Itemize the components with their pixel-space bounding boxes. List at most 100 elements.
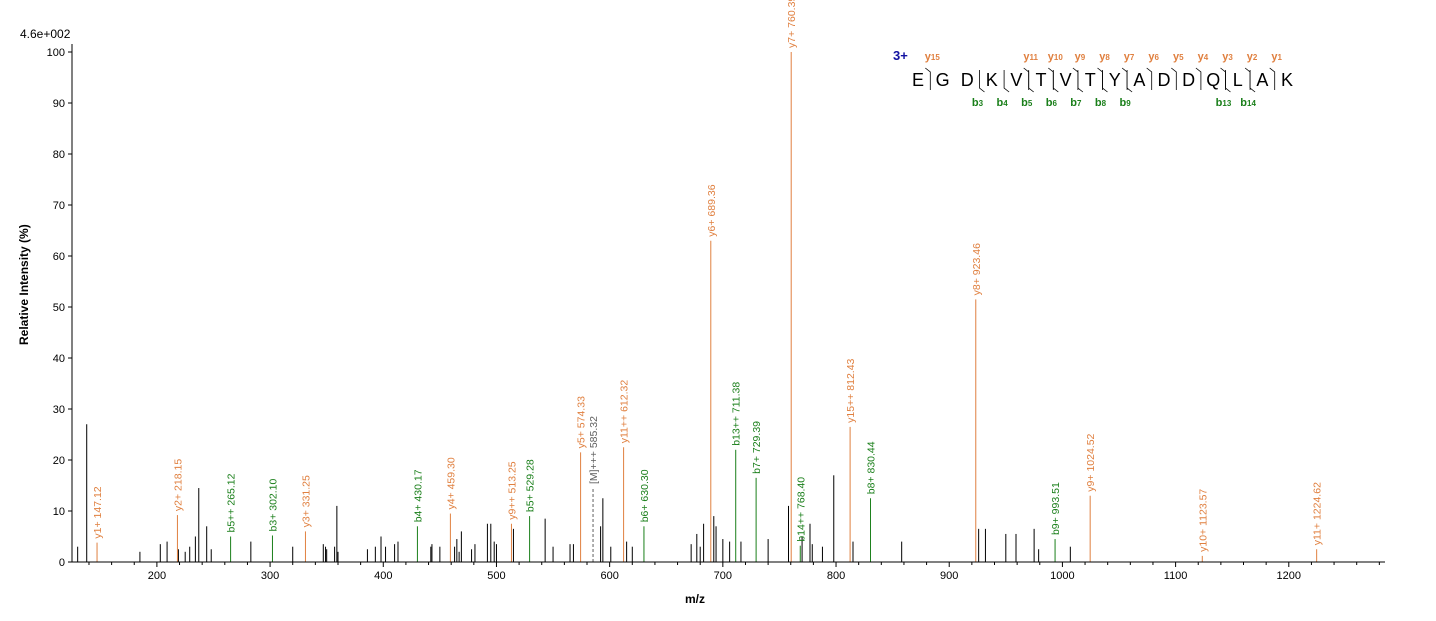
x-tick-label: 300 [261, 570, 279, 582]
x-tick-label: 1200 [1277, 570, 1301, 582]
y-tick-label: 70 [53, 200, 65, 212]
charge-state-label: 3+ [893, 48, 908, 63]
b-ion-bracket [1249, 70, 1256, 93]
b-ion-bracket [1077, 70, 1084, 93]
y-tick-label: 40 [53, 353, 65, 365]
axes-layer [71, 44, 1385, 563]
y-ion-bracket [1269, 67, 1276, 90]
peak-label-b: b8+ 830.44 [865, 441, 877, 494]
y-ion-marker: y8 [1099, 51, 1110, 63]
sequence-residue: Q [1206, 70, 1220, 90]
y-ion-bracket [1121, 67, 1128, 90]
y-ion-marker: y15 [925, 51, 941, 63]
peak-labels-layer: y1+ 147.12 y2+ 218.15 b5++ 265.12 b3+ 302.1… [92, 0, 1324, 552]
peak-label-y: y2+ 218.15 [172, 459, 184, 511]
peak-label-y: y9+ 1024.52 [1085, 433, 1097, 491]
peak-label-y: y4+ 459.30 [445, 457, 457, 509]
peak-label-b: b7+ 729.39 [751, 421, 763, 474]
sequence-residue: G [936, 70, 950, 90]
peak-label-y: y9++ 513.25 [506, 461, 518, 520]
sequence-residue: V [1060, 70, 1072, 90]
b-ion-bracket [1052, 70, 1059, 93]
b-ion-marker: b6 [1046, 97, 1058, 109]
y-ion-marker: y10 [1048, 51, 1064, 63]
x-tick-label: 600 [600, 570, 618, 582]
y-ion-marker: y6 [1148, 51, 1159, 63]
y-ion-bracket [1195, 67, 1202, 90]
x-tick-label: 700 [714, 570, 732, 582]
peaks-layer [77, 52, 1318, 562]
peak-label-b: b9+ 993.51 [1050, 482, 1062, 535]
b-ion-marker: b13 [1216, 97, 1232, 109]
peak-label-y: y5+ 574.33 [576, 396, 588, 448]
peak-label-b: b6+ 630.30 [639, 469, 651, 522]
y-ion-bracket [1023, 67, 1030, 90]
y-tick-label: 90 [53, 98, 65, 110]
ticks-layer: 0 10 20 30 40 50 60 70 80 90 100 200 300 400 500 600 700… [47, 47, 1380, 582]
y-ion-marker: y9 [1075, 51, 1086, 63]
peak-label-y: y6+ 689.36 [706, 184, 718, 236]
y-ion-marker: y3 [1222, 51, 1233, 63]
y-ion-marker: y4 [1198, 51, 1209, 63]
sequence-residue: D [1158, 70, 1171, 90]
sequence-residue: A [1133, 70, 1145, 90]
b-ion-marker: b3 [972, 97, 984, 109]
y-axis-title: Relative Intensity (%) [17, 224, 31, 345]
peak-label-y: y3+ 331.25 [300, 475, 312, 527]
sequence-residue: E [912, 70, 924, 90]
x-axis-title: m/z [685, 592, 705, 606]
sequence-residue: Y [1109, 70, 1121, 90]
peak-label-y: y11++ 612.32 [619, 380, 631, 444]
sequence-residue: V [1010, 70, 1022, 90]
b-ion-marker: b14 [1240, 97, 1256, 109]
x-tick-label: 1100 [1164, 570, 1188, 582]
sequence-residue: L [1233, 70, 1243, 90]
y-tick-label: 100 [47, 47, 65, 59]
max-intensity-label: 4.6e+002 [20, 27, 71, 41]
peak-label-b: b3+ 302.10 [267, 478, 279, 531]
peak-label-b: b5+ 529.28 [525, 459, 537, 512]
b-ion-marker: b8 [1095, 97, 1107, 109]
b-ion-bracket [979, 70, 985, 93]
b-ion-bracket [1225, 70, 1231, 93]
x-tick-label: 800 [827, 570, 845, 582]
sequence-residue: K [1281, 70, 1293, 90]
y-ion-bracket [1048, 67, 1054, 90]
peak-label-b: b4+ 430.17 [412, 469, 424, 522]
y-ion-bracket [1220, 67, 1226, 90]
sequence-residue: A [1256, 70, 1268, 90]
y-tick-label: 80 [53, 149, 65, 161]
y-ion-marker: y1 [1271, 51, 1282, 63]
y-ion-bracket [1146, 67, 1153, 90]
y-tick-label: 30 [53, 404, 65, 416]
sequence-residue: D [961, 70, 974, 90]
peak-label-precursor: [M]+++ 585.32 [588, 416, 600, 484]
x-tick-label: 500 [487, 570, 505, 582]
sequence-residue: T [1085, 70, 1096, 90]
b-ion-marker: b5 [1021, 97, 1033, 109]
x-tick-label: 400 [374, 570, 392, 582]
b-ion-bracket [1028, 70, 1034, 93]
x-tick-label: 200 [148, 570, 166, 582]
b-ion-bracket [1126, 70, 1133, 93]
peak-label-y: y8+ 923.46 [971, 243, 983, 295]
sequence-residue: T [1036, 70, 1047, 90]
peak-label-b: b13++ 711.38 [731, 382, 743, 446]
y-ion-marker: y2 [1247, 51, 1258, 63]
b-ion-marker: b7 [1070, 97, 1082, 109]
peak-label-y: y1+ 147.12 [92, 486, 104, 538]
peak-label-b: b5++ 265.12 [226, 473, 238, 532]
y-tick-label: 60 [53, 251, 65, 263]
b-ion-bracket [1003, 70, 1010, 93]
y-ion-bracket [1244, 67, 1251, 90]
y-ion-marker: y11 [1023, 51, 1038, 63]
sequence-residue: K [986, 70, 998, 90]
x-tick-label: 900 [940, 570, 958, 582]
x-tick-label: 1000 [1050, 570, 1074, 582]
peak-label-b: b14++ 768.40 [795, 477, 807, 542]
y-tick-label: 0 [59, 557, 65, 569]
sequence-residue: D [1182, 70, 1195, 90]
y-ion-bracket [1171, 67, 1177, 90]
